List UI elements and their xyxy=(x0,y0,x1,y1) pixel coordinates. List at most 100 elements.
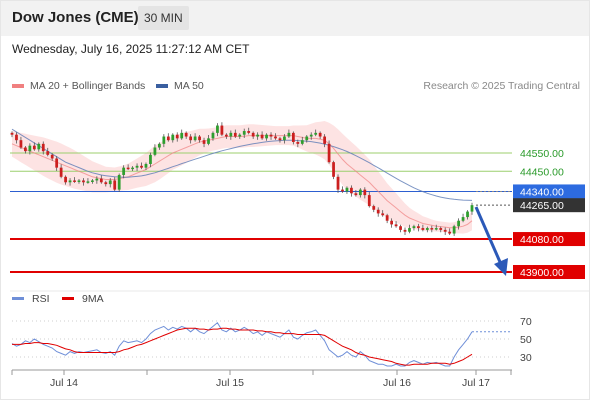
candle xyxy=(55,156,59,171)
rsi-tick-label: 50 xyxy=(520,334,532,346)
candle-body xyxy=(385,215,389,221)
level-label-resistance: 44550.00 xyxy=(520,148,564,160)
candle-body xyxy=(376,209,380,214)
level-label-text: 44550.00 xyxy=(520,148,564,160)
candle-body xyxy=(229,132,233,137)
candle xyxy=(430,225,434,233)
candle xyxy=(135,163,139,171)
legend-bollinger-label: MA 20 + Bollinger Bands xyxy=(30,80,146,92)
level-label-resistance: 44450.00 xyxy=(520,166,564,178)
candle-body xyxy=(269,134,273,137)
candle-body xyxy=(189,136,193,141)
candle xyxy=(470,202,474,215)
candle xyxy=(408,224,411,234)
candle-body xyxy=(408,228,411,232)
level-label-text: 44340.00 xyxy=(520,186,564,198)
candle xyxy=(265,133,268,141)
candle xyxy=(91,178,94,184)
legend-ma50-label: MA 50 xyxy=(174,80,204,92)
candle xyxy=(305,135,309,143)
candle-body xyxy=(399,226,402,230)
candle xyxy=(283,134,286,144)
candle-body xyxy=(354,193,358,196)
candle-body xyxy=(367,195,371,207)
candle-body xyxy=(443,229,447,232)
timeframe-button[interactable]: 30 MIN xyxy=(138,6,189,30)
candle xyxy=(350,185,353,197)
candle xyxy=(399,224,402,233)
candle-body xyxy=(470,205,474,212)
candle-body xyxy=(412,226,416,229)
candle-body xyxy=(265,134,268,139)
candle-body xyxy=(457,220,460,227)
candle xyxy=(131,166,134,171)
candle-body xyxy=(233,132,237,137)
level-label-bg xyxy=(513,265,585,279)
candle xyxy=(242,128,246,138)
candle-body xyxy=(135,165,139,168)
candle-body xyxy=(19,140,23,148)
level-label-text: 44265.00 xyxy=(520,200,564,212)
candle xyxy=(314,129,318,137)
candle-body xyxy=(251,132,255,137)
forecast-arrow-shaft xyxy=(474,206,502,263)
candle-body xyxy=(452,226,456,234)
candle-body xyxy=(86,181,90,183)
candle-body xyxy=(73,180,76,182)
candle xyxy=(193,133,197,142)
candle xyxy=(287,129,291,138)
candle xyxy=(64,175,67,185)
candle xyxy=(345,186,349,194)
candle xyxy=(122,165,126,179)
rsi-ma-swatch xyxy=(62,297,74,300)
candle-body xyxy=(15,134,18,141)
candle xyxy=(95,176,99,184)
level-label-support: 43900.00 xyxy=(513,265,585,279)
candle-body xyxy=(68,180,72,183)
level-label-text: 44080.00 xyxy=(520,234,564,246)
candle xyxy=(108,178,112,188)
candle-body xyxy=(82,180,85,183)
candle-body xyxy=(425,228,429,230)
ma50-line xyxy=(11,128,473,201)
ma20-swatch xyxy=(12,84,24,89)
candle-body xyxy=(278,138,282,141)
candle xyxy=(198,135,201,143)
candle-body xyxy=(184,132,188,137)
candle xyxy=(291,131,295,145)
candle xyxy=(452,224,456,236)
candle xyxy=(461,213,465,223)
candle xyxy=(82,178,85,186)
candle xyxy=(327,140,331,164)
candle-body xyxy=(153,147,157,155)
candle xyxy=(175,132,179,142)
candle-body xyxy=(394,224,398,227)
candle xyxy=(211,131,215,141)
candle-body xyxy=(211,132,215,139)
candle xyxy=(189,134,193,144)
candle-body xyxy=(305,136,309,141)
candle-body xyxy=(256,134,260,137)
candle xyxy=(99,175,103,184)
candle-body xyxy=(220,125,224,135)
candle-body xyxy=(336,176,340,190)
candle-body xyxy=(296,142,300,144)
candle xyxy=(354,189,358,197)
candle-body xyxy=(439,228,443,230)
candle xyxy=(157,142,161,150)
level-label-last: 44265.00 xyxy=(513,198,585,213)
level-labels: 44550.00 44450.00 44340.00 44265.00 44080.00… xyxy=(513,148,585,279)
candle xyxy=(171,133,175,143)
candle xyxy=(202,137,206,148)
ma50-swatch xyxy=(156,84,168,89)
candle-body xyxy=(350,187,353,194)
candle xyxy=(216,123,219,137)
ma20-line xyxy=(11,135,473,229)
rsi-line xyxy=(11,322,473,367)
legend-ma50: MA 50 xyxy=(156,80,204,92)
candle xyxy=(37,142,41,152)
candle xyxy=(323,134,327,148)
rsi-tick-label: 70 xyxy=(520,316,532,328)
candle xyxy=(233,129,237,138)
